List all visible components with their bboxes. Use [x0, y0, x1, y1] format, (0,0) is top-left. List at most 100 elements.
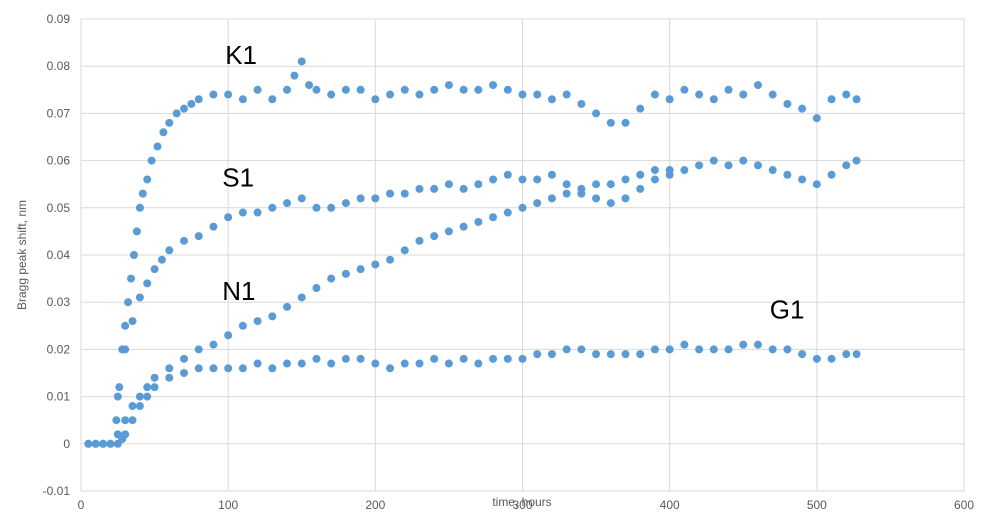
data-point [710, 157, 718, 165]
data-point [783, 345, 791, 353]
data-point [577, 345, 585, 353]
data-point [224, 364, 232, 372]
data-point [224, 91, 232, 99]
data-point [813, 114, 821, 122]
y-tick-label: 0.01 [47, 390, 71, 404]
data-point [127, 275, 135, 283]
data-point [445, 360, 453, 368]
data-point [533, 175, 541, 183]
data-point [187, 100, 195, 108]
data-point [504, 171, 512, 179]
data-point [636, 171, 644, 179]
data-point [754, 341, 762, 349]
series-label-g1: G1 [770, 295, 805, 325]
data-point [115, 383, 123, 391]
data-point [725, 86, 733, 94]
data-point [129, 317, 137, 325]
data-point [519, 355, 527, 363]
data-point [651, 345, 659, 353]
data-point [828, 95, 836, 103]
data-point [769, 91, 777, 99]
data-point [666, 166, 674, 174]
data-point [224, 331, 232, 339]
data-point [386, 190, 394, 198]
data-point [666, 95, 674, 103]
data-point [636, 185, 644, 193]
data-point [165, 374, 173, 382]
data-point [769, 166, 777, 174]
data-point [519, 175, 527, 183]
data-point [209, 91, 217, 99]
data-point [371, 95, 379, 103]
data-point [401, 86, 409, 94]
y-tick-label: 0.02 [47, 342, 71, 356]
data-point [415, 91, 423, 99]
x-tick-label: 400 [660, 498, 680, 512]
data-point [268, 364, 276, 372]
y-tick-label: 0.05 [47, 201, 71, 215]
data-point [312, 204, 320, 212]
data-point [666, 345, 674, 353]
data-point [489, 213, 497, 221]
data-point [124, 298, 132, 306]
data-point [209, 223, 217, 231]
data-point [165, 364, 173, 372]
data-point [180, 369, 188, 377]
data-point [209, 364, 217, 372]
data-point [548, 194, 556, 202]
data-point [268, 312, 276, 320]
y-axis-title: Bragg peak shift, nm [15, 200, 29, 310]
data-point [371, 194, 379, 202]
data-point [173, 109, 181, 117]
data-point [151, 383, 159, 391]
data-point [312, 355, 320, 363]
data-point [739, 157, 747, 165]
x-axis-title: time, hours [492, 495, 551, 509]
data-point [386, 91, 394, 99]
data-point [445, 81, 453, 89]
data-point [563, 190, 571, 198]
data-point [283, 199, 291, 207]
data-point [769, 345, 777, 353]
data-point [695, 91, 703, 99]
data-point [798, 350, 806, 358]
data-point [710, 345, 718, 353]
data-point [158, 256, 166, 264]
y-tick-label: -0.01 [43, 484, 71, 498]
x-tick-label: 200 [365, 498, 385, 512]
data-point [474, 180, 482, 188]
data-point [268, 204, 276, 212]
data-point [622, 119, 630, 127]
data-point [239, 364, 247, 372]
data-point [842, 161, 850, 169]
data-point [254, 360, 262, 368]
data-point [445, 227, 453, 235]
series-g1 [84, 341, 860, 448]
data-point [99, 440, 107, 448]
data-point [607, 180, 615, 188]
data-point [651, 175, 659, 183]
data-point [298, 194, 306, 202]
data-point [842, 91, 850, 99]
data-point [342, 199, 350, 207]
data-point [533, 350, 541, 358]
data-point [327, 275, 335, 283]
data-point [136, 402, 144, 410]
data-point [342, 86, 350, 94]
data-point [129, 402, 137, 410]
data-point [739, 341, 747, 349]
data-point [268, 95, 276, 103]
data-point [195, 95, 203, 103]
data-point [853, 95, 861, 103]
data-point [607, 119, 615, 127]
data-point [283, 303, 291, 311]
data-point [121, 416, 129, 424]
x-tick-label: 0 [78, 498, 85, 512]
data-point [474, 218, 482, 226]
data-point [489, 355, 497, 363]
data-point [430, 355, 438, 363]
data-point [533, 199, 541, 207]
data-point [121, 322, 129, 330]
data-point [357, 265, 365, 273]
data-point [165, 246, 173, 254]
